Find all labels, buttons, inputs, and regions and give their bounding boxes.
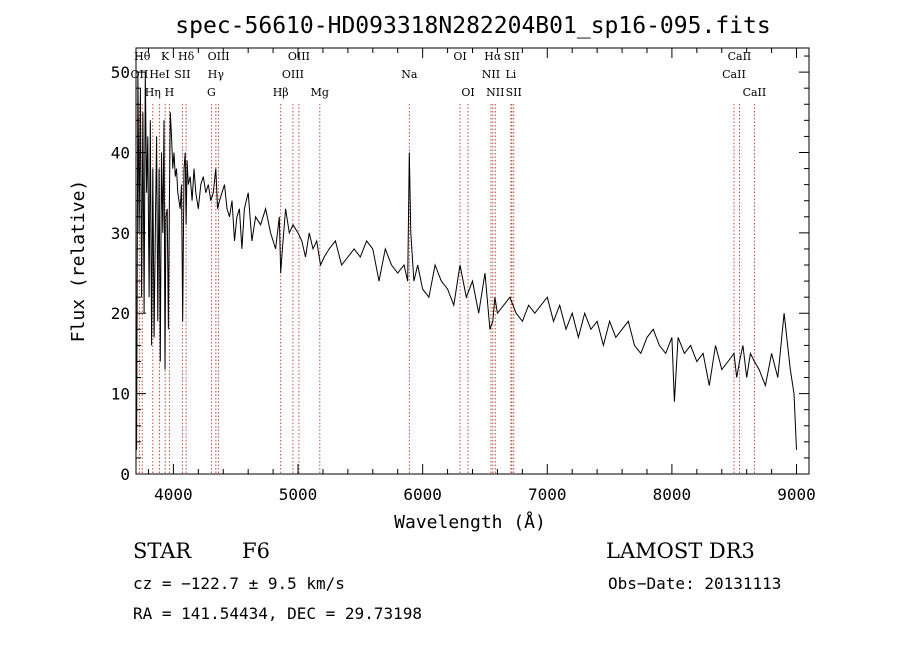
line-label-14: Mg (311, 86, 329, 99)
y-tick-label-1: 10 (111, 385, 130, 404)
y-tick-label-2: 20 (111, 304, 130, 323)
line-label-17: OI (461, 86, 474, 99)
x-tick-label-1: 5000 (279, 485, 318, 504)
line-label-9: Hγ (208, 68, 225, 81)
line-label-5: H (165, 86, 175, 99)
line-label-12: OIII (288, 50, 310, 63)
x-tick-label-0: 4000 (154, 485, 193, 504)
chart-title: spec-56610-HD093318N282204B01_sp16-095.f… (175, 13, 770, 39)
line-label-18: Hα (484, 50, 502, 63)
line-label-20: NII (486, 86, 504, 99)
axes: 4000 5000 6000 7000 8000 9000 0 10 20 30 40 50 (111, 48, 816, 504)
line-label-24: CaII (728, 50, 752, 63)
y-tick-label-4: 40 (111, 143, 130, 162)
plot-frame (135, 47, 810, 475)
line-label-2: Hη (145, 86, 161, 99)
y-tick-label-0: 0 (120, 465, 130, 484)
line-label-8: OIII (208, 50, 230, 63)
x-tick-label-4: 8000 (653, 485, 692, 504)
line-label-21: SII (504, 50, 520, 63)
line-label-23: SII (506, 86, 522, 99)
line-label-25: CaII (722, 68, 746, 81)
object-class: STAR (133, 539, 192, 563)
line-label-15: Na (401, 68, 418, 81)
line-label-26: CaII (743, 86, 767, 99)
line-label-7: SII (174, 68, 190, 81)
line-label-3: K (161, 50, 170, 63)
y-tick-label-3: 30 (111, 224, 130, 243)
x-axis-label: Wavelength (Å) (394, 511, 546, 533)
line-label-22: Li (505, 68, 516, 81)
line-label-1: OII (131, 68, 149, 81)
x-tick-label-2: 6000 (403, 485, 442, 504)
line-label-10: G (207, 86, 216, 99)
y-tick-label-5: 50 (111, 63, 130, 82)
x-tick-label-3: 7000 (528, 485, 567, 504)
x-tick-label-5: 9000 (777, 485, 816, 504)
survey-name: LAMOST DR3 (606, 539, 755, 563)
line-label-11: Hβ (273, 86, 289, 99)
line-label-19: NII (482, 68, 500, 81)
line-label-6: Hδ (178, 50, 195, 63)
object-subclass: F6 (242, 539, 270, 563)
coordinates: RA = 141.54434, DEC = 29.73198 (133, 604, 422, 623)
spectral-line-markers: Hθ OII Hη K HeI H Hδ SII OIII Hγ G Hβ OIII OIII Mg Na OI… (131, 50, 767, 474)
flux-series-line (135, 72, 797, 450)
line-label-16: OI (453, 50, 466, 63)
line-label-13: OIII (282, 68, 304, 81)
y-axis-label: Flux (relative) (68, 180, 89, 343)
redshift-velocity: cz = −122.7 ± 9.5 km/s (133, 574, 345, 593)
observation-date: Obs−Date: 20131113 (608, 574, 782, 593)
line-label-0: Hθ (134, 50, 151, 63)
line-label-4: HeI (149, 68, 169, 81)
